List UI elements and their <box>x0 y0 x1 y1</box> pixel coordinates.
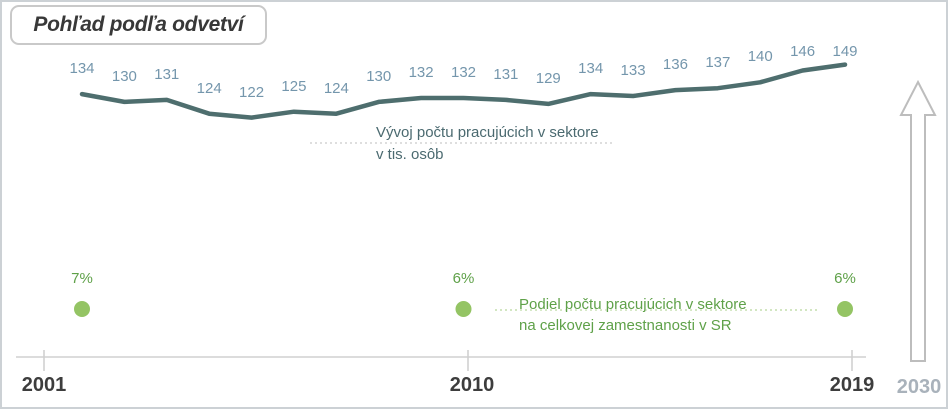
chart-title: Pohľad podľa odvetví <box>33 13 244 36</box>
series-annotation-line2: v tis. osôb <box>376 146 444 163</box>
series-annotation-line1: Vývoj počtu pracujúcich v sektore <box>376 124 599 141</box>
share-dot <box>455 301 472 317</box>
employment-line-series <box>79 62 848 120</box>
share-annotation-line2: na celkovej zamestnanosti v SR <box>519 317 732 334</box>
share-annotation-line1: Podiel počtu pracujúcich v sektore <box>519 296 747 313</box>
chart-title-box: Pohľad podľa odvetví <box>10 5 267 45</box>
series-annotation: Vývoj počtu pracujúcich v sektore v tis.… <box>376 122 599 166</box>
share-dot <box>74 301 90 317</box>
up-arrow-icon <box>899 79 937 362</box>
share-dot <box>837 301 853 317</box>
share-annotation: Podiel počtu pracujúcich v sektore na ce… <box>519 294 747 336</box>
